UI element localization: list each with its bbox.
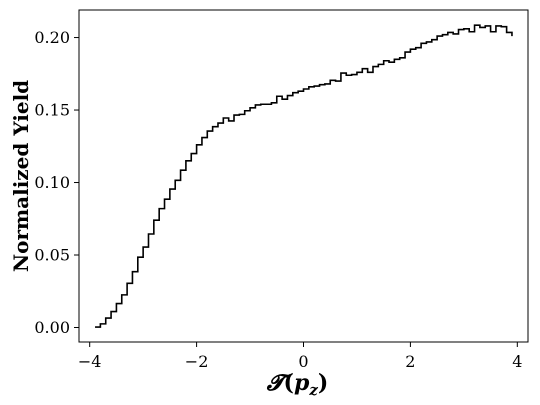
x-axis-label-open: ( xyxy=(284,370,294,396)
y-tick-label: 0.20 xyxy=(34,28,70,47)
x-axis-label-close: ) xyxy=(318,370,328,396)
y-axis-label: Normalized Yield xyxy=(9,80,33,272)
x-axis-label: 𝓣(pz) xyxy=(266,370,329,399)
x-tick-label: −4 xyxy=(78,352,102,371)
x-tick-label: 0 xyxy=(298,352,308,371)
y-tick-label: 0.05 xyxy=(34,246,70,265)
x-axis-label-var: p xyxy=(294,370,310,396)
x-axis-label-sub: z xyxy=(308,381,318,399)
histogram-step-line xyxy=(95,24,513,328)
y-tick-label: 0.00 xyxy=(34,318,70,337)
x-tick-label: 2 xyxy=(405,352,415,371)
ticks-layer: −4 −2 0 2 4 0.00 0.05 0.10 0.15 0.20 xyxy=(34,28,522,371)
x-tick-label: −2 xyxy=(185,352,209,371)
y-tick-label: 0.10 xyxy=(34,173,70,192)
y-tick-label: 0.15 xyxy=(34,101,70,120)
x-tick-label: 4 xyxy=(512,352,522,371)
plot-frame xyxy=(78,9,529,343)
